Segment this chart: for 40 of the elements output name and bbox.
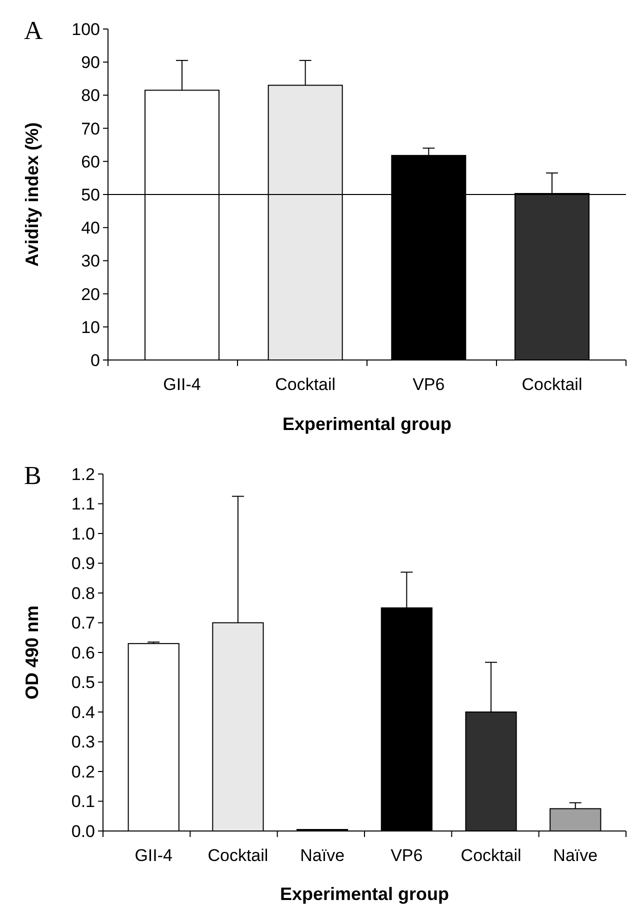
chart-title: B	[24, 461, 42, 490]
y-tick-label: 1.0	[71, 524, 95, 544]
y-tick-label: 0.0	[71, 822, 95, 841]
x-tick-label: GII-4	[163, 375, 201, 394]
x-tick-label: VP6	[412, 375, 445, 394]
x-tick-label: Cocktail	[275, 375, 336, 394]
y-tick-label: 80	[81, 86, 100, 106]
x-tick-label: Naïve	[300, 846, 345, 865]
y-tick-label: 90	[81, 53, 100, 72]
y-tick-label: 0.3	[71, 732, 95, 752]
y-tick-label: 0.8	[71, 584, 95, 603]
x-tick-label: VP6	[390, 846, 423, 865]
x-tick-label: GII-4	[134, 846, 173, 865]
y-tick-label: 100	[72, 20, 100, 39]
x-tick-label: Cocktail	[522, 375, 582, 394]
y-tick-label: 40	[81, 218, 100, 238]
x-tick-label: Cocktail	[460, 846, 522, 865]
y-tick-label: 0.9	[71, 554, 95, 574]
y-tick-label: 0.2	[71, 762, 95, 782]
y-tick-label: 1.2	[71, 464, 95, 484]
y-tick-label: 10	[81, 318, 100, 337]
y-tick-label: 0.6	[71, 643, 95, 662]
y-axis-title: OD 490 nm	[22, 605, 42, 700]
y-tick-label: 0	[90, 350, 100, 370]
y-tick-label: 70	[81, 119, 100, 138]
x-axis-title: Experimental group	[282, 414, 452, 434]
y-axis-title: Avidity index (%)	[22, 122, 42, 267]
y-tick-label: 20	[81, 284, 100, 304]
y-tick-label: 0.7	[71, 614, 95, 633]
y-tick-label: 1.1	[71, 494, 95, 514]
x-tick-label: Naïve	[553, 846, 598, 865]
y-tick-label: 30	[81, 252, 100, 271]
y-tick-label: 0.5	[71, 673, 95, 692]
x-tick-label: Cocktail	[208, 846, 268, 865]
x-axis-title: Experimental group	[280, 884, 450, 904]
y-tick-label: 0.1	[71, 792, 95, 812]
chart-title: A	[24, 16, 43, 45]
y-tick-label: 50	[81, 185, 100, 204]
y-tick-label: 0.4	[71, 702, 95, 722]
y-tick-label: 60	[81, 152, 100, 172]
